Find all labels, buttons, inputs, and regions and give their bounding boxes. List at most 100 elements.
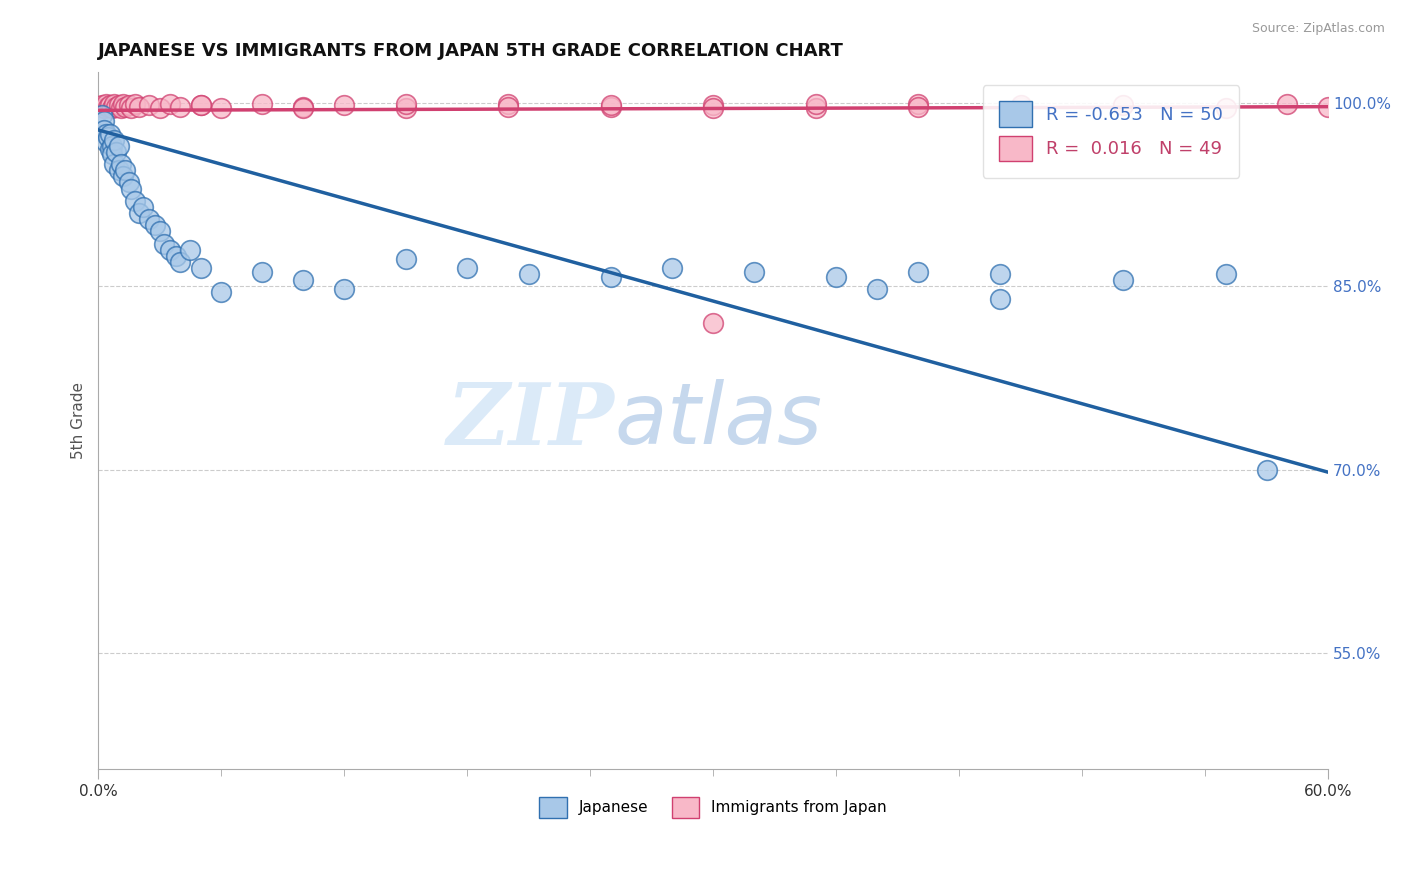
Point — [101, 101, 124, 115]
Point — [1317, 100, 1340, 114]
Point — [496, 97, 519, 112]
Point — [101, 138, 124, 153]
Point — [907, 100, 929, 114]
Point — [599, 98, 621, 112]
Point — [1215, 101, 1237, 115]
Point — [394, 97, 416, 112]
Point — [152, 236, 174, 251]
Point — [132, 200, 155, 214]
Point — [107, 98, 129, 112]
Point — [907, 265, 929, 279]
Point — [159, 243, 181, 257]
Point — [114, 100, 136, 114]
Point — [169, 100, 191, 114]
Point — [98, 98, 121, 112]
Y-axis label: 5th Grade: 5th Grade — [72, 383, 86, 459]
Point — [1256, 463, 1278, 477]
Point — [118, 98, 141, 112]
Text: atlas: atlas — [614, 379, 823, 462]
Point — [661, 260, 683, 275]
Text: ZIP: ZIP — [447, 379, 614, 463]
Point — [93, 114, 115, 128]
Point — [333, 98, 356, 112]
Point — [988, 292, 1011, 306]
Legend: Japanese, Immigrants from Japan: Japanese, Immigrants from Japan — [533, 790, 893, 824]
Point — [93, 123, 115, 137]
Point — [148, 101, 170, 115]
Point — [128, 100, 150, 114]
Point — [148, 224, 170, 238]
Point — [292, 273, 315, 287]
Point — [128, 206, 150, 220]
Point — [179, 243, 201, 257]
Point — [292, 100, 315, 114]
Point — [1275, 97, 1298, 112]
Point — [111, 169, 134, 184]
Point — [825, 269, 848, 284]
Point — [98, 127, 121, 141]
Point — [103, 157, 125, 171]
Point — [159, 97, 181, 112]
Point — [107, 163, 129, 178]
Point — [97, 130, 120, 145]
Point — [107, 138, 129, 153]
Point — [165, 249, 187, 263]
Point — [120, 101, 142, 115]
Point — [250, 265, 273, 279]
Point — [988, 267, 1011, 281]
Point — [250, 97, 273, 112]
Point — [190, 98, 212, 112]
Point — [138, 212, 160, 227]
Point — [91, 108, 114, 122]
Text: JAPANESE VS IMMIGRANTS FROM JAPAN 5TH GRADE CORRELATION CHART: JAPANESE VS IMMIGRANTS FROM JAPAN 5TH GR… — [98, 42, 844, 60]
Point — [804, 101, 827, 115]
Point — [110, 101, 132, 115]
Point — [1112, 98, 1135, 112]
Point — [1399, 101, 1406, 115]
Point — [907, 97, 929, 112]
Point — [103, 133, 125, 147]
Point — [110, 157, 132, 171]
Point — [1010, 100, 1032, 114]
Point — [866, 282, 889, 296]
Point — [145, 219, 167, 233]
Point — [169, 255, 191, 269]
Point — [91, 98, 114, 112]
Point — [96, 127, 118, 141]
Point — [742, 265, 765, 279]
Point — [1010, 98, 1032, 112]
Point — [496, 100, 519, 114]
Point — [292, 101, 315, 115]
Point — [456, 260, 478, 275]
Point — [190, 260, 212, 275]
Point — [209, 101, 232, 115]
Point — [1358, 98, 1381, 112]
Point — [138, 98, 160, 112]
Text: Source: ZipAtlas.com: Source: ZipAtlas.com — [1251, 22, 1385, 36]
Point — [702, 101, 724, 115]
Point — [97, 100, 120, 114]
Point — [96, 97, 118, 112]
Point — [209, 285, 232, 300]
Point — [105, 145, 128, 159]
Point — [599, 100, 621, 114]
Point — [190, 98, 212, 112]
Point — [124, 194, 146, 208]
Point — [93, 101, 115, 115]
Point — [1112, 273, 1135, 287]
Point — [599, 269, 621, 284]
Point — [1215, 267, 1237, 281]
Point — [702, 316, 724, 330]
Point — [103, 97, 125, 112]
Point — [124, 97, 146, 112]
Point — [96, 135, 118, 149]
Point — [105, 100, 128, 114]
Point — [111, 97, 134, 112]
Point — [702, 98, 724, 112]
Point — [98, 143, 121, 157]
Point — [394, 252, 416, 267]
Point — [120, 181, 142, 195]
Point — [114, 163, 136, 178]
Point — [804, 97, 827, 112]
Point — [101, 147, 124, 161]
